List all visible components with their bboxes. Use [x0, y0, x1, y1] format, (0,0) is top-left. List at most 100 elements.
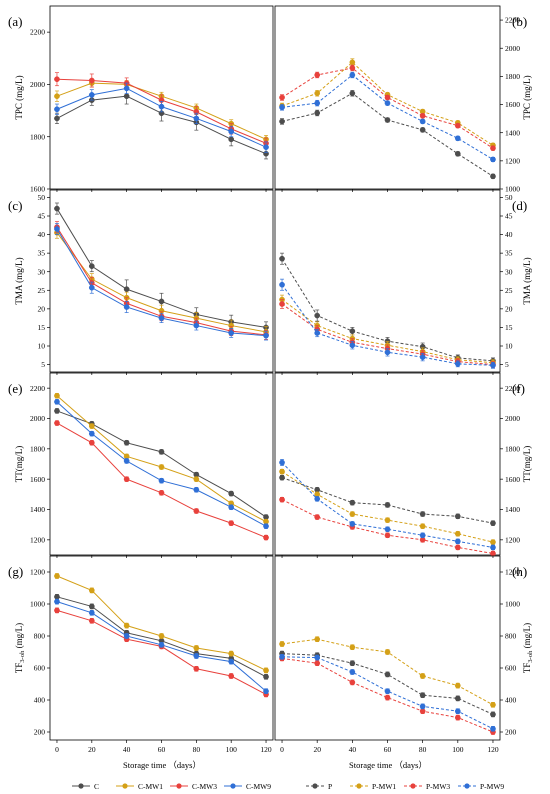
panel-label: (a) — [8, 14, 22, 29]
y-tick-label: 10 — [38, 342, 46, 351]
data-point — [158, 298, 165, 305]
series-line — [56, 410, 267, 518]
y-tick-label: 1000 — [505, 185, 520, 194]
data-point — [279, 468, 285, 475]
x-tick-label: 80 — [193, 745, 201, 754]
data-point — [454, 135, 461, 142]
y-tick-label: 600 — [505, 664, 517, 673]
series-mw1 — [54, 392, 269, 525]
y-tick-label: 2000 — [505, 44, 520, 53]
data-point — [349, 521, 356, 527]
data-point — [419, 532, 426, 539]
y-axis-label-main: TF — [14, 663, 24, 674]
data-point — [384, 532, 391, 539]
data-point — [158, 489, 165, 496]
data-point — [279, 653, 285, 660]
series-line — [56, 575, 267, 671]
series-mw3 — [279, 655, 496, 735]
data-point — [490, 520, 496, 527]
y-tick-label: 50 — [505, 193, 513, 202]
y-axis-label-main: TPC (mg/L) — [14, 75, 24, 119]
x-tick-label: 80 — [419, 745, 427, 754]
data-point — [88, 587, 95, 594]
plot-frame — [49, 372, 274, 556]
data-point — [54, 205, 60, 212]
panel-b: 1000 1200 1400 1600 1800 2000 2200 TPC (mg/L) (b… — [274, 5, 532, 194]
y-tick-label: 2200 — [30, 28, 45, 37]
y-tick-label: 40 — [38, 230, 46, 239]
data-point — [54, 93, 60, 100]
data-point — [314, 312, 321, 319]
data-point — [490, 725, 496, 732]
y-tick-label: 1000 — [30, 600, 45, 609]
data-point — [314, 654, 321, 661]
data-point — [263, 667, 269, 674]
series-mw3 — [54, 607, 269, 698]
legend-marker — [230, 783, 236, 789]
data-point — [490, 173, 496, 180]
data-point — [193, 653, 200, 659]
panel-label: (d) — [512, 198, 527, 213]
x-tick-label: 0 — [280, 745, 284, 754]
y-tick-label: 200 — [34, 728, 46, 737]
y-tick-label: 5 — [41, 360, 45, 369]
y-axis-label: TF3-oh (mg/L) — [522, 623, 534, 673]
y-tick-label: 45 — [38, 212, 46, 221]
y-tick-label: 1800 — [505, 444, 520, 453]
data-point — [88, 609, 95, 616]
data-point — [454, 150, 461, 157]
series-c — [279, 474, 496, 527]
data-point — [419, 112, 426, 119]
data-point — [419, 673, 426, 679]
y-axis-label: TMA (mg/L) — [14, 257, 24, 304]
data-point — [349, 342, 356, 349]
legend-label: P-MW1 — [372, 782, 396, 791]
data-point — [88, 430, 95, 437]
data-point — [384, 517, 391, 523]
y-tick-label: 50 — [38, 193, 46, 202]
data-point — [419, 354, 426, 360]
y-tick-label: 2200 — [505, 384, 520, 393]
y-axis-label: TMA (mg/L) — [522, 257, 532, 304]
data-point — [123, 476, 130, 483]
y-tick-label: 1200 — [505, 568, 520, 577]
legend-marker — [122, 783, 128, 789]
plot-frame — [49, 189, 274, 373]
y-tick-label: 2200 — [30, 384, 45, 393]
y-axis-label-subscript: 3-oh — [527, 650, 534, 663]
data-point — [123, 304, 130, 310]
data-point — [384, 671, 391, 678]
y-tick-label: 2200 — [505, 16, 520, 25]
y-axis-label-main: TT(mg/L) — [14, 446, 24, 483]
data-point — [263, 144, 269, 151]
y-axis-label-unit: (mg/L) — [522, 623, 532, 651]
y-tick-label: 2000 — [505, 414, 520, 423]
series-c — [279, 650, 496, 718]
data-point — [279, 496, 285, 503]
data-point — [279, 94, 285, 101]
panel-a: 1600 1800 2000 2200 TPC (mg/L) (a) — [8, 5, 274, 194]
panel-h: 0 20 40 60 80 100 120 200 400 600 800 1000 1200 TF3-o… — [274, 555, 534, 754]
data-point — [490, 550, 496, 557]
panel-label: (c) — [8, 198, 22, 213]
y-tick-label: 2000 — [30, 414, 45, 423]
y-axis-label-unit: (mg/L) — [14, 623, 24, 651]
legend-left: C C-MW1 C-MW3 C-MW9 — [72, 782, 271, 791]
y-axis-label: TPC (mg/L) — [522, 75, 532, 119]
series-mw3 — [279, 299, 496, 368]
y-tick-label: 400 — [34, 696, 46, 705]
data-point — [54, 408, 60, 414]
series-mw9 — [54, 598, 269, 695]
data-point — [279, 641, 285, 647]
y-tick-label: 30 — [505, 267, 513, 276]
data-point — [279, 118, 285, 125]
y-tick-label: 1600 — [505, 475, 520, 484]
series-mw3 — [54, 420, 269, 541]
data-point — [490, 156, 496, 163]
data-point — [490, 539, 496, 545]
data-point — [54, 106, 60, 113]
data-point — [263, 673, 269, 680]
data-point — [349, 59, 356, 66]
data-point — [158, 633, 165, 639]
